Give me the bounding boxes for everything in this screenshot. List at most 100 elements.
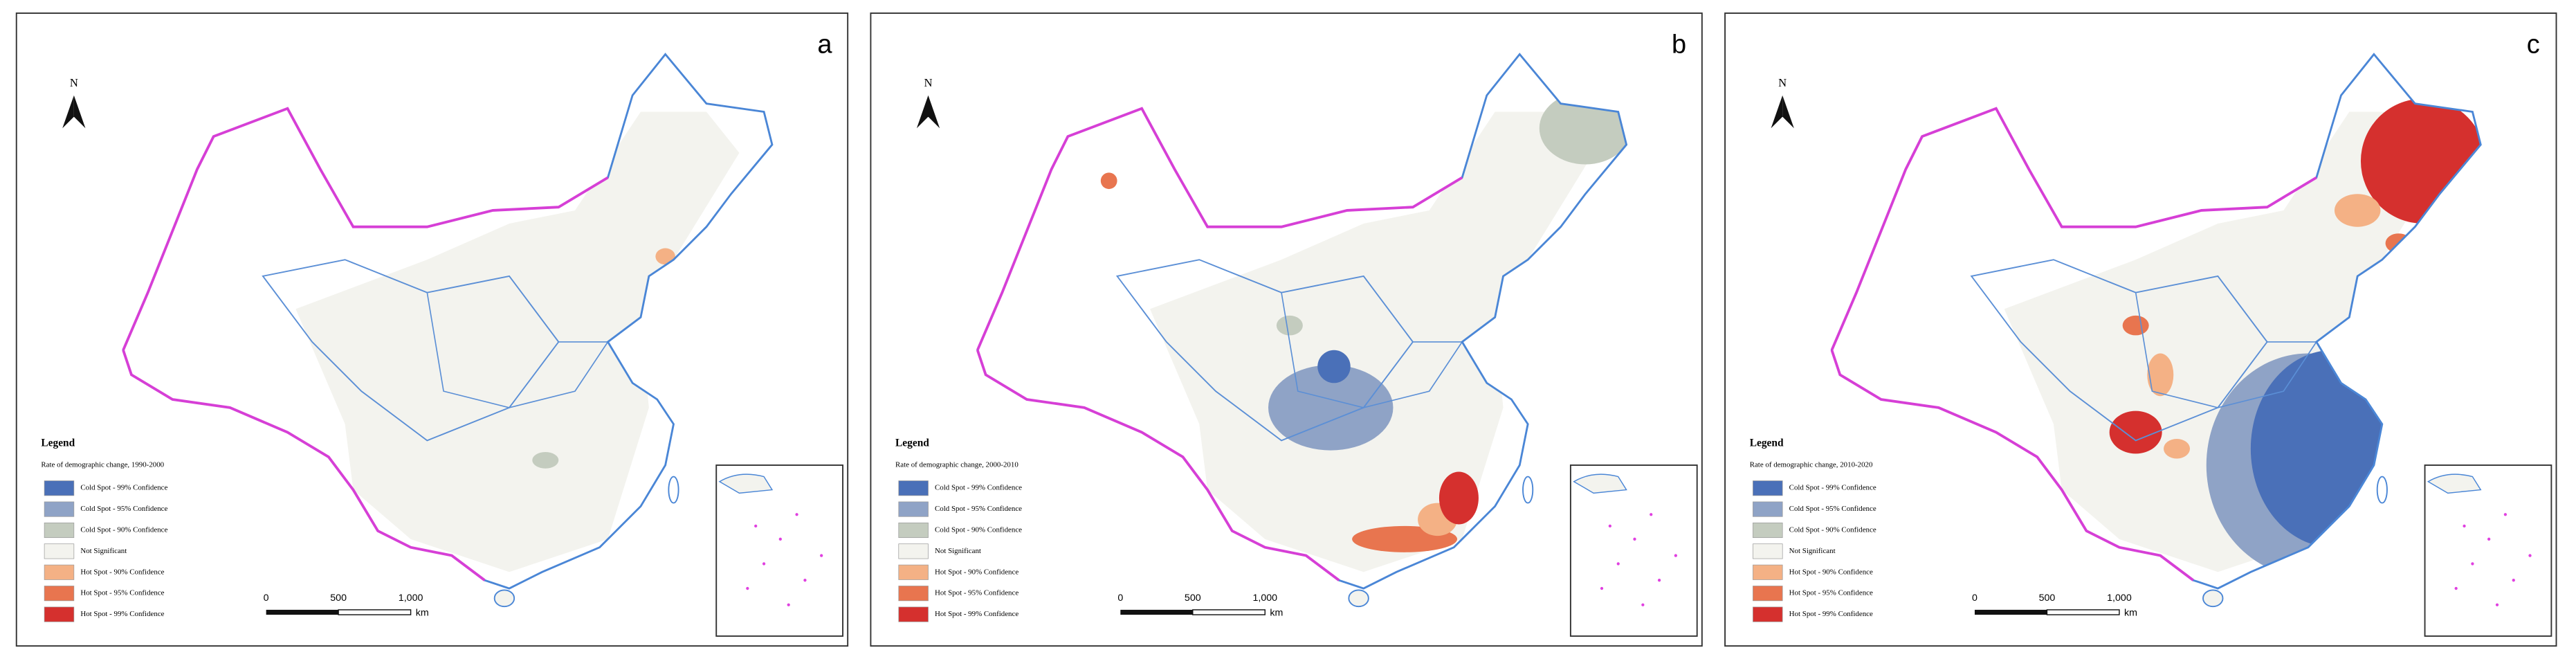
- inset-island: [762, 562, 766, 566]
- legend-label: Hot Spot - 90% Confidence: [935, 568, 1018, 576]
- inset-frame: [1569, 464, 1698, 637]
- inset-island: [2487, 537, 2491, 541]
- scale-label: 500: [330, 593, 347, 604]
- inset-island: [1674, 554, 1677, 557]
- inset-island: [1633, 537, 1636, 541]
- legend-swatch: [44, 586, 75, 602]
- legend-label: Not Significant: [80, 547, 127, 555]
- country-border-west: [1830, 107, 2317, 351]
- not-significant-area: [1150, 111, 1594, 572]
- hotspot-region: [2122, 315, 2149, 336]
- hotspot-region: [1317, 350, 1351, 383]
- legend-swatch: [44, 606, 75, 622]
- country-border-west: [122, 107, 609, 351]
- inset-island: [1616, 562, 1620, 566]
- legend-label: Cold Spot - 90% Confidence: [80, 525, 167, 534]
- legend-label: Cold Spot - 99% Confidence: [935, 484, 1022, 492]
- legend-swatch: [44, 501, 75, 517]
- legend-swatch: [898, 606, 929, 622]
- legend-swatch: [898, 564, 929, 580]
- north-arrow: [916, 95, 929, 129]
- hotspot-region: [2147, 353, 2174, 397]
- inset-coast: [1573, 473, 1627, 494]
- scale-label: 1,000: [399, 593, 423, 604]
- legend-swatch: [1753, 543, 1783, 559]
- legend-label: Hot Spot - 90% Confidence: [80, 568, 164, 576]
- legend-label: Cold Spot - 90% Confidence: [1789, 525, 1876, 534]
- province-borders: [1115, 259, 1414, 442]
- inset-island: [1657, 579, 1661, 582]
- panel-label: b: [1672, 30, 1686, 60]
- hotspot-region: [532, 451, 559, 469]
- north-label: N: [924, 76, 933, 89]
- legend-title: Legend: [895, 437, 929, 449]
- legend-swatch: [1753, 564, 1783, 580]
- hotspot-layer: [532, 248, 675, 469]
- legend-label: Hot Spot - 99% Confidence: [935, 610, 1018, 618]
- province-borders: [1281, 292, 1463, 408]
- inset-island: [820, 554, 823, 557]
- island: [2202, 589, 2224, 608]
- hotspot-region: [1438, 471, 1479, 525]
- map-panel: Na Legend Rate of demographic change, 1990…: [15, 12, 849, 647]
- legend-label: Not Significant: [935, 547, 981, 555]
- island: [668, 476, 679, 504]
- legend-swatch: [898, 480, 929, 496]
- scale-bar: [338, 609, 412, 615]
- legend-title: Legend: [41, 437, 75, 449]
- scale-label: 500: [1185, 593, 1201, 604]
- hotspot-region: [551, 299, 599, 319]
- legend-label: Cold Spot - 90% Confidence: [935, 525, 1022, 534]
- inset-coast: [718, 473, 774, 494]
- scale-label: 0: [1972, 593, 1977, 604]
- hotspot-region: [1268, 365, 1394, 451]
- legend-swatch: [1753, 522, 1783, 539]
- legend-label: Cold Spot - 99% Confidence: [80, 484, 167, 492]
- inset-island: [2471, 562, 2474, 566]
- legend-label: Hot Spot - 99% Confidence: [80, 610, 164, 618]
- scale-bar: [1974, 609, 2047, 615]
- inset-island: [1608, 524, 1612, 527]
- inset-frame: [715, 464, 843, 637]
- inset-island: [2528, 554, 2532, 557]
- island: [1522, 476, 1534, 504]
- inset-island: [1650, 513, 1653, 516]
- inset-island: [803, 579, 807, 582]
- legend-label: Not Significant: [1789, 547, 1836, 555]
- hotspot-region: [1276, 315, 1303, 336]
- inset-island: [746, 586, 749, 590]
- legend-swatch: [898, 522, 929, 539]
- scale-label: 0: [264, 593, 269, 604]
- legend-label: Cold Spot - 95% Confidence: [935, 505, 1022, 513]
- country-border-southwest: [1830, 350, 2194, 581]
- north-arrow: [928, 95, 940, 129]
- legend-swatch: [898, 543, 929, 559]
- legend-swatch: [1753, 586, 1783, 602]
- legend-label: Hot Spot - 95% Confidence: [80, 589, 164, 597]
- legend-swatch: [1753, 606, 1783, 622]
- inset-island: [2454, 586, 2458, 590]
- hotspot-region: [2109, 410, 2162, 454]
- legend-swatch: [1753, 501, 1783, 517]
- island: [1348, 589, 1369, 608]
- legend-swatch: [44, 522, 75, 539]
- north-arrow: [73, 95, 86, 129]
- hotspot-region: [1100, 172, 1117, 190]
- scale-unit: km: [416, 607, 429, 618]
- hotspot-region: [2334, 194, 2381, 227]
- legend-subtitle: Rate of demographic change, 2010-2020: [1750, 460, 1873, 469]
- inset-island: [1641, 603, 1645, 606]
- legend-label: Hot Spot - 95% Confidence: [1789, 589, 1873, 597]
- legend-label: Hot Spot - 99% Confidence: [1789, 610, 1873, 618]
- inset-island: [2503, 513, 2508, 516]
- province-borders: [1970, 259, 2268, 442]
- north-arrow: [1771, 95, 1783, 129]
- legend-subtitle: Rate of demographic change, 1990-2000: [41, 460, 164, 469]
- legend-label: Cold Spot - 95% Confidence: [1789, 505, 1876, 513]
- north-arrow: [1782, 95, 1794, 129]
- scale-label: 0: [1117, 593, 1123, 604]
- scale-bar: [2046, 609, 2120, 615]
- inset-coast: [2427, 473, 2482, 494]
- inset-island: [754, 524, 758, 527]
